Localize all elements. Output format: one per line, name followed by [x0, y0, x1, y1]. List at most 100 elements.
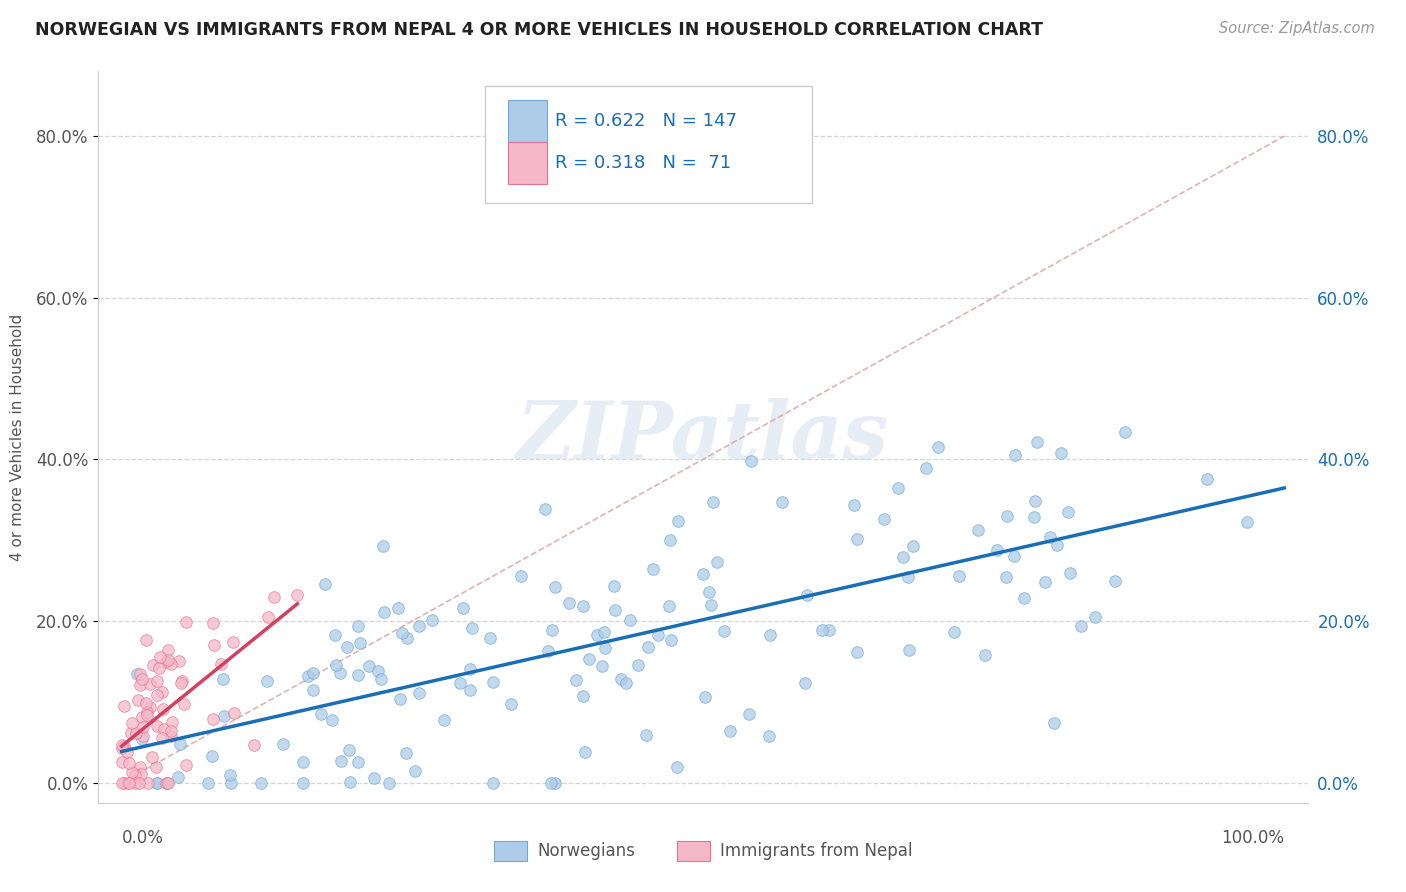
Point: [136, 707, 159, 722]
Point: [136, 775, 159, 789]
Point: [666, 514, 689, 528]
Point: [1033, 574, 1056, 589]
Point: [634, 728, 657, 742]
Point: [478, 632, 501, 646]
Point: [222, 634, 245, 648]
Text: R = 0.318   N =  71: R = 0.318 N = 71: [555, 153, 731, 172]
Point: [659, 632, 682, 647]
Point: [337, 743, 360, 757]
Point: [202, 712, 225, 726]
Point: [160, 657, 183, 672]
Point: [111, 775, 134, 789]
Point: [396, 632, 419, 646]
Point: [593, 641, 616, 656]
Point: [112, 775, 135, 789]
Point: [150, 731, 173, 745]
Point: [124, 775, 146, 789]
Point: [347, 619, 370, 633]
Point: [942, 624, 965, 639]
Point: [291, 775, 314, 789]
Point: [1022, 510, 1045, 524]
Text: 100.0%: 100.0%: [1222, 829, 1284, 847]
Point: [336, 640, 359, 654]
Point: [557, 596, 579, 610]
Point: [509, 568, 531, 582]
Point: [138, 700, 160, 714]
Point: [540, 775, 562, 789]
Point: [574, 745, 596, 759]
Point: [125, 726, 148, 740]
Point: [845, 645, 868, 659]
Point: [127, 693, 149, 707]
Point: [302, 665, 325, 680]
Point: [173, 697, 195, 711]
Point: [146, 775, 169, 789]
Text: ZIPatlas: ZIPatlas: [517, 399, 889, 475]
Point: [257, 609, 280, 624]
Point: [155, 775, 177, 789]
Point: [243, 738, 266, 752]
Point: [297, 669, 319, 683]
Point: [349, 636, 371, 650]
Point: [256, 673, 278, 688]
Point: [770, 495, 793, 509]
Point: [541, 624, 564, 638]
Text: NORWEGIAN VS IMMIGRANTS FROM NEPAL 4 OR MORE VEHICLES IN HOUSEHOLD CORRELATION C: NORWEGIAN VS IMMIGRANTS FROM NEPAL 4 OR …: [35, 21, 1043, 38]
Point: [603, 602, 626, 616]
Point: [697, 585, 720, 599]
Point: [132, 729, 155, 743]
Point: [346, 755, 368, 769]
Point: [592, 625, 614, 640]
Point: [339, 775, 361, 789]
Point: [250, 775, 273, 789]
Point: [603, 579, 626, 593]
Point: [460, 661, 482, 675]
Point: [131, 673, 153, 687]
Point: [1236, 515, 1258, 529]
Point: [209, 657, 232, 671]
Point: [408, 686, 430, 700]
Point: [129, 767, 152, 781]
Point: [127, 666, 149, 681]
Point: [453, 601, 475, 615]
Point: [420, 613, 443, 627]
Point: [718, 723, 741, 738]
Point: [377, 775, 399, 789]
Point: [321, 713, 343, 727]
Point: [501, 698, 523, 712]
Point: [740, 454, 762, 468]
Point: [146, 688, 169, 702]
Point: [219, 768, 242, 782]
Point: [759, 628, 782, 642]
Point: [758, 729, 780, 743]
Point: [149, 649, 172, 664]
Point: [641, 561, 664, 575]
Point: [614, 676, 637, 690]
Point: [141, 750, 163, 764]
Point: [156, 653, 179, 667]
Point: [544, 580, 567, 594]
Point: [432, 713, 454, 727]
Point: [1057, 505, 1080, 519]
Point: [481, 674, 503, 689]
Point: [995, 570, 1018, 584]
Point: [118, 756, 141, 770]
Point: [309, 706, 332, 721]
Point: [139, 677, 162, 691]
Point: [897, 570, 920, 584]
Point: [124, 767, 146, 781]
Point: [537, 644, 560, 658]
Point: [610, 672, 633, 686]
Point: [637, 640, 659, 654]
Point: [659, 533, 682, 547]
Y-axis label: 4 or more Vehicles in Household: 4 or more Vehicles in Household: [10, 313, 25, 561]
Point: [212, 672, 235, 686]
Point: [202, 616, 225, 631]
Point: [153, 722, 176, 736]
Point: [887, 481, 910, 495]
Point: [363, 772, 385, 786]
Point: [170, 676, 193, 690]
Point: [167, 771, 190, 785]
Point: [1104, 574, 1126, 589]
Point: [291, 755, 314, 769]
